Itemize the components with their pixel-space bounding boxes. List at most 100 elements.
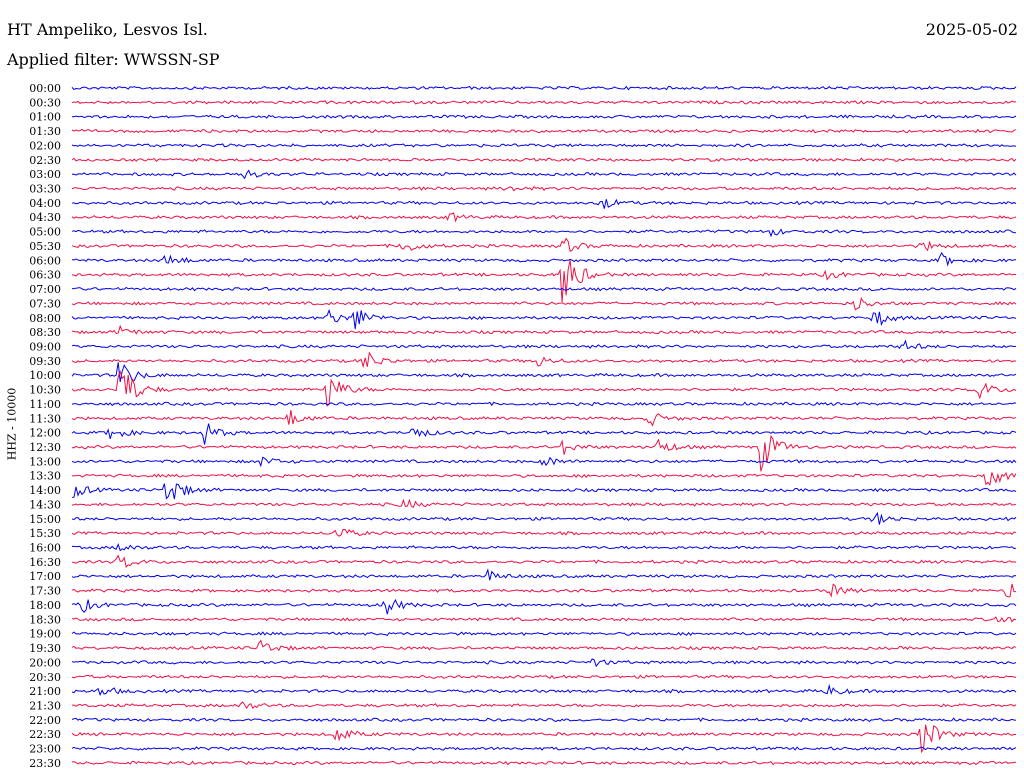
row-label: 07:00 xyxy=(29,283,61,296)
row-label: 03:30 xyxy=(29,183,61,196)
trace-line xyxy=(71,568,1017,581)
trace-line xyxy=(71,308,1017,330)
trace-line xyxy=(71,185,1017,192)
row-label: 11:30 xyxy=(29,412,61,425)
row-label: 23:30 xyxy=(29,757,61,770)
trace-line xyxy=(71,760,1017,766)
record-date: 2025-05-02 xyxy=(925,20,1018,39)
trace-line xyxy=(71,616,1017,623)
trace-line xyxy=(71,351,1017,369)
trace-line xyxy=(71,583,1016,598)
row-label: 16:00 xyxy=(29,542,61,555)
trace-line xyxy=(71,701,1017,710)
trace-line xyxy=(71,143,1017,148)
trace-line xyxy=(71,100,1017,105)
row-label: 15:30 xyxy=(29,527,61,540)
trace-line xyxy=(71,683,1017,697)
row-label: 00:30 xyxy=(29,96,61,109)
trace-line xyxy=(71,528,1017,537)
trace-line xyxy=(71,410,1017,427)
trace-line xyxy=(71,198,1017,209)
row-label: 19:30 xyxy=(29,642,61,655)
trace-line xyxy=(71,658,1017,668)
row-label: 04:30 xyxy=(29,211,61,224)
trace-line xyxy=(71,423,1017,445)
trace-line xyxy=(71,259,1017,303)
row-label: 19:00 xyxy=(29,628,61,641)
row-label: 06:30 xyxy=(29,269,61,282)
row-label: 10:30 xyxy=(29,384,61,397)
row-label: 14:00 xyxy=(29,484,61,497)
row-label: 12:00 xyxy=(29,427,61,440)
trace-line xyxy=(71,251,1017,267)
trace-line xyxy=(71,324,1017,335)
trace-line xyxy=(71,339,1017,350)
trace-line xyxy=(71,228,1017,238)
row-label: 18:00 xyxy=(29,599,61,612)
trace-line xyxy=(71,674,1017,680)
trace-line xyxy=(71,717,1017,723)
row-label: 22:30 xyxy=(29,728,61,741)
row-label: 06:00 xyxy=(29,254,61,267)
trace-line xyxy=(71,639,1017,652)
trace-line xyxy=(71,169,1017,180)
row-label: 00:00 xyxy=(29,82,61,95)
trace-line xyxy=(71,483,1017,500)
trace-line xyxy=(71,511,1017,525)
row-label: 04:00 xyxy=(29,197,61,210)
row-label: 05:00 xyxy=(29,226,61,239)
row-label: 16:30 xyxy=(29,556,61,569)
row-label: 09:00 xyxy=(29,340,61,353)
row-label: 20:00 xyxy=(29,656,61,669)
row-label: 01:30 xyxy=(29,125,61,138)
trace-line xyxy=(71,286,1017,292)
row-label: 17:00 xyxy=(29,570,61,583)
row-label: 07:30 xyxy=(29,297,61,310)
row-label: 12:30 xyxy=(29,441,61,454)
filter-label: Applied filter: WWSSN-SP xyxy=(7,50,220,69)
row-label: 20:30 xyxy=(29,671,61,684)
row-label: 21:30 xyxy=(29,699,61,712)
trace-line xyxy=(71,362,1017,382)
row-label: 14:30 xyxy=(29,498,61,511)
trace-line xyxy=(71,598,1017,615)
row-label: 13:30 xyxy=(29,470,61,483)
trace-line xyxy=(71,471,1017,486)
trace-line xyxy=(71,542,1017,552)
row-label: 01:00 xyxy=(29,111,61,124)
trace-line xyxy=(71,370,1017,407)
trace-line xyxy=(71,554,1017,569)
trace-line xyxy=(71,401,1017,407)
trace-line xyxy=(71,212,1017,223)
row-label: 02:00 xyxy=(29,139,61,152)
row-label: 09:30 xyxy=(29,355,61,368)
row-label: 08:00 xyxy=(29,312,61,325)
row-label: 05:30 xyxy=(29,240,61,253)
trace-line xyxy=(71,456,1017,468)
row-label: 03:00 xyxy=(29,168,61,181)
trace-line xyxy=(71,434,1017,472)
trace-line xyxy=(71,85,1017,91)
trace-group xyxy=(71,85,1017,766)
station-title: HT Ampeliko, Lesvos Isl. xyxy=(7,20,208,39)
row-label: 15:00 xyxy=(29,513,61,526)
trace-line xyxy=(71,128,1017,134)
row-label: 23:00 xyxy=(29,743,61,756)
row-label: 22:00 xyxy=(29,714,61,727)
row-label: 13:00 xyxy=(29,455,61,468)
trace-line xyxy=(71,724,1017,754)
row-label: 21:00 xyxy=(29,685,61,698)
row-label: 08:30 xyxy=(29,326,61,339)
trace-line xyxy=(71,297,1017,311)
row-label: 11:00 xyxy=(29,398,61,411)
trace-line xyxy=(71,114,1017,120)
trace-line xyxy=(71,237,1017,252)
row-label: 02:30 xyxy=(29,154,61,167)
trace-line xyxy=(71,746,1017,751)
row-label: 18:30 xyxy=(29,613,61,626)
trace-line xyxy=(71,498,1017,508)
trace-line xyxy=(71,157,1017,163)
row-label: 10:00 xyxy=(29,369,61,382)
